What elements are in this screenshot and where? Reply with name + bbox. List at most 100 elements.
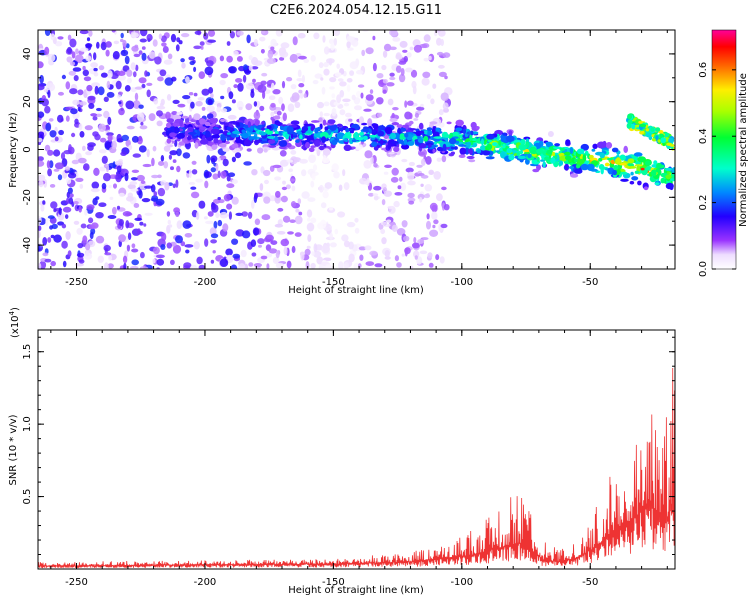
- heatmap-cell: [351, 39, 359, 47]
- heatmap-cell: [270, 46, 275, 51]
- heatmap-cell: [116, 165, 122, 173]
- heatmap-cell: [78, 259, 85, 264]
- heatmap-cell: [423, 193, 431, 199]
- heatmap-cell: [364, 245, 372, 251]
- heatmap-cell: [223, 194, 231, 202]
- heatmap-cell: [359, 132, 364, 136]
- heatmap-cell: [65, 231, 71, 240]
- heatmap-cell: [416, 164, 423, 168]
- heatmap-cell: [645, 128, 650, 132]
- spectrogram-heatmap: [38, 30, 675, 269]
- heatmap-cell: [177, 103, 186, 108]
- heatmap-cell: [176, 132, 185, 139]
- heatmap-cell: [160, 244, 166, 250]
- heatmap-cell: [289, 219, 296, 223]
- heatmap-cell: [111, 140, 117, 150]
- heatmap-cell: [42, 200, 46, 205]
- heatmap-cell: [339, 81, 347, 87]
- heatmap-cell: [228, 211, 232, 220]
- heatmap-cell: [287, 231, 294, 235]
- heatmap-cell: [301, 74, 305, 83]
- heatmap-cell: [589, 154, 594, 159]
- heatmap-cell: [232, 253, 241, 259]
- heatmap-cell: [266, 125, 272, 129]
- heatmap-cell: [438, 64, 445, 69]
- heatmap-cell: [44, 258, 52, 263]
- heatmap-cell: [93, 67, 98, 72]
- heatmap-cell: [554, 143, 560, 147]
- heatmap-cell: [46, 83, 56, 92]
- snr-frame: [37, 329, 676, 570]
- colorbar: 0.0 0.2 0.4 0.6 Normalized spectral amplitu…: [698, 29, 749, 277]
- heatmap-cell: [106, 91, 115, 98]
- heatmap-cell: [90, 188, 100, 193]
- heatmap-cell: [267, 50, 274, 59]
- heatmap-cell: [125, 100, 135, 110]
- heatmap-cell: [69, 61, 76, 66]
- heatmap-cell: [286, 260, 292, 269]
- colorbar-tick-label: 0.6: [698, 62, 709, 78]
- heatmap-cell: [406, 100, 414, 106]
- y-tick-label: 20: [22, 95, 33, 108]
- heatmap-cell: [368, 192, 374, 197]
- heatmap-cell: [251, 199, 255, 209]
- heatmap-cell: [311, 251, 315, 256]
- heatmap-cell: [275, 250, 280, 259]
- heatmap-cell: [436, 37, 442, 46]
- heatmap-cell: [295, 139, 300, 143]
- heatmap-cell: [203, 216, 208, 220]
- heatmap-cell: [182, 95, 191, 100]
- heatmap-cell: [198, 200, 206, 209]
- heatmap-cell: [166, 211, 171, 217]
- heatmap-cell: [77, 107, 81, 112]
- heatmap-cell: [346, 221, 356, 228]
- heatmap-cell: [156, 110, 163, 117]
- heatmap-cell: [331, 163, 339, 172]
- heatmap-cell: [313, 250, 322, 258]
- heatmap-cell: [314, 139, 321, 147]
- heatmap-cell: [194, 142, 199, 149]
- heatmap-cell: [67, 250, 72, 257]
- heatmap-cell: [47, 237, 52, 243]
- heatmap-cell: [306, 245, 311, 249]
- heatmap-cell: [124, 55, 130, 65]
- heatmap-cell: [361, 49, 366, 57]
- heatmap-cell: [643, 186, 649, 191]
- heatmap-cell: [246, 148, 252, 152]
- heatmap-cell: [184, 233, 193, 238]
- heatmap-cell: [656, 162, 662, 169]
- heatmap-cell: [277, 219, 283, 226]
- heatmap-cell: [210, 233, 219, 239]
- heatmap-cell: [535, 148, 544, 154]
- heatmap-cell: [343, 182, 350, 191]
- heatmap-cell: [664, 167, 673, 171]
- heatmap-cell: [291, 245, 296, 254]
- heatmap-cell: [103, 173, 111, 182]
- heatmap-cell: [66, 46, 72, 54]
- heatmap-cell: [100, 137, 107, 143]
- heatmap-cell: [303, 123, 312, 127]
- heatmap-cell: [388, 152, 395, 155]
- heatmap-cell: [91, 82, 100, 88]
- heatmap-cell: [73, 75, 79, 82]
- heatmap-cell: [47, 89, 51, 99]
- heatmap-cell: [101, 182, 107, 190]
- heatmap-cell: [270, 38, 277, 48]
- heatmap-cell: [334, 228, 339, 235]
- heatmap-cell: [355, 144, 363, 150]
- y-tick-label: -20: [22, 189, 33, 205]
- heatmap-cell: [429, 202, 438, 211]
- heatmap-cell: [281, 103, 285, 112]
- heatmap-cell: [248, 65, 253, 71]
- heatmap-cell: [338, 261, 344, 269]
- heatmap-cell: [154, 56, 162, 65]
- heatmap-cell: [49, 225, 54, 230]
- heatmap-cell: [645, 132, 652, 138]
- heatmap-cell: [96, 107, 102, 112]
- heatmap-cell: [380, 139, 384, 146]
- heatmap-cell: [429, 229, 439, 237]
- heatmap-cell: [210, 128, 220, 135]
- heatmap-cell: [40, 204, 45, 212]
- heatmap-cell: [322, 119, 327, 126]
- x-tick-label: -50: [582, 277, 598, 288]
